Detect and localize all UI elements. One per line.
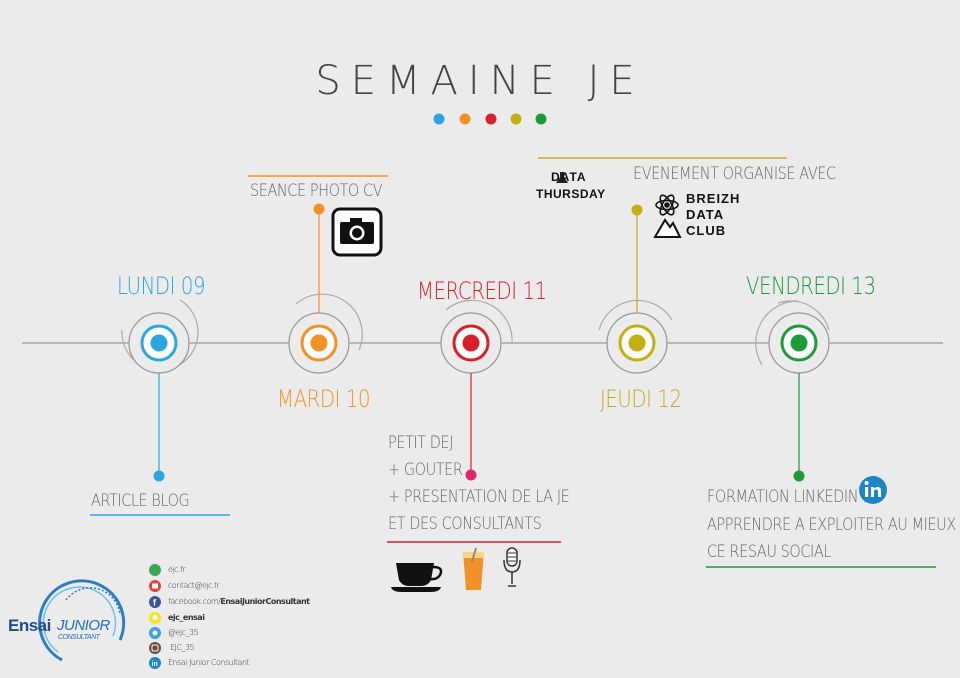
event-friday-line: APPRENDRE A EXPLOITER AU MIEUX xyxy=(707,515,956,535)
day-label-monday: LUNDI 09 xyxy=(117,272,206,300)
day-label-friday: VENDREDI 13 xyxy=(746,272,876,300)
dot-green xyxy=(535,113,547,125)
logo-consultant: CONSULTANT xyxy=(58,634,100,641)
node-thursday xyxy=(538,157,787,374)
dot-blue xyxy=(433,113,445,125)
data-thursday-line1: DATA xyxy=(551,170,587,184)
event-wednesday-line: + GOUTER xyxy=(388,460,463,480)
event-monday: ARTICLE BLOG xyxy=(91,491,190,511)
event-thursday: EVENEMENT ORGANISE AVEC xyxy=(633,164,836,184)
svg-text:in: in xyxy=(152,661,158,668)
node-monday xyxy=(90,299,230,516)
microphone-icon xyxy=(503,547,521,587)
logo-ensai: Ensai xyxy=(8,616,51,635)
page-title: SEMAINE JE xyxy=(315,58,645,104)
node-wednesday xyxy=(387,299,561,543)
color-dots xyxy=(433,113,547,125)
event-friday-line: CE RESAU SOCIAL xyxy=(707,542,831,562)
facebook-icon xyxy=(149,596,161,608)
logo-junior: JUNIOR xyxy=(57,617,110,634)
breizh-line1: BREIZH xyxy=(686,191,741,206)
instagram-icon xyxy=(149,642,161,654)
contact-facebook-handle: EnsaiJuniorConsultant xyxy=(220,597,310,606)
event-wednesday-line: + PRESENTATION DE LA JE xyxy=(388,487,570,507)
event-wednesday-line: PETIT DEJ xyxy=(388,433,454,453)
dot-olive xyxy=(510,113,522,125)
contact-linkedin[interactable]: Ensai Junior Consultant xyxy=(168,658,250,667)
contact-twitter[interactable]: @ejc_35 xyxy=(168,628,199,637)
contact-web[interactable]: ejc.fr xyxy=(168,565,186,574)
data-thursday-line2: THURSDAY xyxy=(536,187,606,201)
day-label-tuesday: MARDI 10 xyxy=(277,385,371,413)
contact-icons: f in xyxy=(149,564,161,669)
day-label-thursday: JEUDI 12 xyxy=(600,385,682,413)
contact-facebook[interactable]: facebook.com/EnsaiJuniorConsultant xyxy=(168,597,310,606)
breizh-line2: DATA xyxy=(686,207,725,222)
day-label-wednesday: MERCREDI 11 xyxy=(417,277,547,305)
atom-icon xyxy=(655,194,679,216)
camera-icon xyxy=(331,207,383,257)
breizh-line3: CLUB xyxy=(686,223,727,238)
event-wednesday-line: ET DES CONSULTANTS xyxy=(388,514,542,534)
flask-icon xyxy=(556,172,568,183)
coffee-cup-icon xyxy=(391,563,443,592)
web-icon xyxy=(149,564,161,576)
dot-orange xyxy=(459,113,471,125)
node-tuesday xyxy=(248,175,388,374)
node-friday xyxy=(706,300,936,568)
juice-glass-icon xyxy=(463,547,484,590)
contact-mail[interactable]: contact@ejc.fr xyxy=(168,581,220,590)
contact-snapchat[interactable]: ejc_ensai xyxy=(168,613,205,622)
event-tuesday: SEANCE PHOTO CV xyxy=(250,181,383,201)
linkedin-small-icon xyxy=(149,657,161,669)
mountain-icon xyxy=(653,218,682,238)
contact-facebook-prefix: facebook.com/ xyxy=(168,597,221,606)
dot-red xyxy=(485,113,497,125)
ensai-logo-arcs xyxy=(38,579,126,662)
linkedin-icon xyxy=(859,476,887,504)
event-friday-line: FORMATION LINKEDIN : xyxy=(707,487,867,507)
svg-text:f: f xyxy=(153,598,157,608)
contact-instagram[interactable]: EJC_35 xyxy=(170,643,195,652)
